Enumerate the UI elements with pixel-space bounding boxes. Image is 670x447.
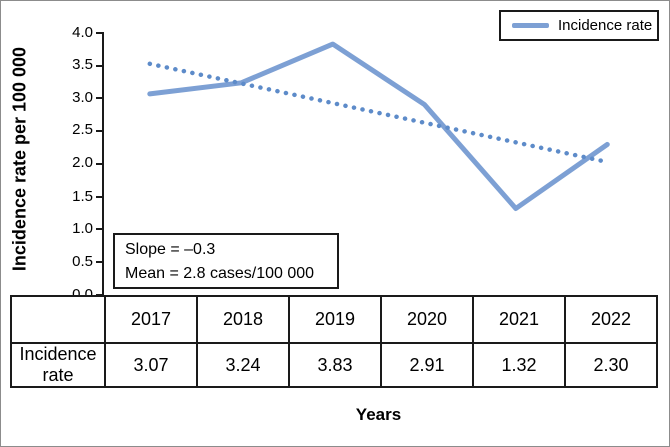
table-header-row: 2017 2018 2019 2020 2021 2022: [10, 295, 658, 344]
y-tick-label: 0.5: [72, 253, 93, 270]
legend: Incidence rate: [499, 10, 659, 41]
y-tick-mark: [96, 130, 104, 132]
annotation-box: Slope = –0.3 Mean = 2.8 cases/100 000: [113, 233, 339, 289]
annotation-slope: Slope = –0.3: [125, 241, 216, 258]
trendline: [147, 61, 610, 165]
data-table: 2017 2018 2019 2020 2021 2022 Incidence …: [10, 295, 658, 388]
year-header: 2022: [564, 295, 658, 344]
y-tick-mark: [96, 32, 104, 34]
x-axis-title: Years: [355, 405, 402, 424]
y-tick-mark: [96, 163, 104, 165]
y-tick-mark: [96, 196, 104, 198]
value-cell: 3.83: [288, 342, 382, 388]
y-tick-label: 1.5: [72, 188, 93, 205]
y-tick-mark: [96, 97, 104, 99]
year-header: 2020: [380, 295, 474, 344]
y-tick-label: 2.0: [72, 154, 93, 171]
table-corner-blank: [10, 295, 106, 344]
y-tick-label: 4.0: [72, 24, 93, 41]
year-header: 2019: [288, 295, 382, 344]
value-cell: 3.07: [104, 342, 198, 388]
y-tick-label: 1.0: [72, 220, 93, 237]
year-header: 2018: [196, 295, 290, 344]
y-axis-title: Incidence rate per 100 000: [9, 46, 30, 272]
value-cell: 2.30: [564, 342, 658, 388]
y-tick-mark: [96, 294, 104, 296]
year-header: 2021: [472, 295, 566, 344]
value-cell: 1.32: [472, 342, 566, 388]
annotation-mean: Mean = 2.8 cases/100 000: [125, 265, 315, 282]
y-tick-label: 2.5: [72, 121, 93, 138]
value-cell: 2.91: [380, 342, 474, 388]
year-header: 2017: [104, 295, 198, 344]
y-tick-label: 3.5: [72, 56, 93, 73]
y-tick-mark: [96, 228, 104, 230]
legend-label: Incidence rate: [558, 17, 653, 34]
y-tick-mark: [96, 65, 104, 67]
table-data-row: Incidence rate 3.07 3.24 3.83 2.91 1.32 …: [10, 342, 658, 388]
y-tick-mark: [96, 261, 104, 263]
legend-line-sample: [512, 23, 549, 28]
row-label: Incidence rate: [10, 342, 106, 388]
incidence-line: [147, 41, 610, 211]
y-tick-label: 3.0: [72, 89, 93, 106]
value-cell: 3.24: [196, 342, 290, 388]
